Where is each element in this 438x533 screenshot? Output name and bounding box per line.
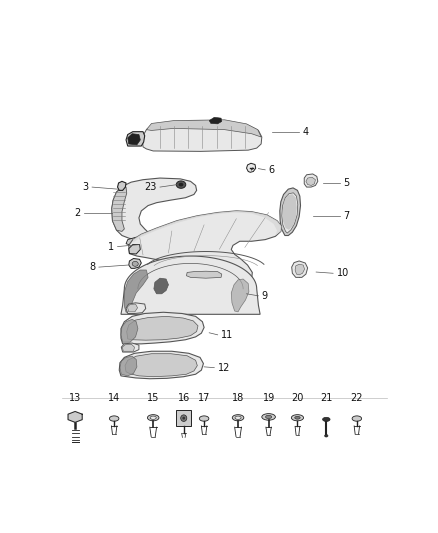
Text: 20: 20 bbox=[291, 392, 304, 402]
Ellipse shape bbox=[265, 415, 272, 418]
Polygon shape bbox=[126, 237, 140, 245]
Ellipse shape bbox=[199, 416, 209, 421]
Polygon shape bbox=[231, 279, 249, 312]
Polygon shape bbox=[129, 245, 140, 254]
Text: 8: 8 bbox=[89, 262, 95, 272]
Polygon shape bbox=[129, 211, 282, 284]
Ellipse shape bbox=[295, 416, 300, 419]
Polygon shape bbox=[187, 271, 222, 278]
Polygon shape bbox=[112, 178, 197, 240]
Polygon shape bbox=[121, 343, 139, 352]
Text: 4: 4 bbox=[303, 127, 309, 136]
Polygon shape bbox=[126, 132, 145, 146]
Ellipse shape bbox=[179, 183, 184, 187]
Polygon shape bbox=[209, 117, 222, 124]
Polygon shape bbox=[280, 188, 300, 236]
Ellipse shape bbox=[262, 414, 276, 420]
Ellipse shape bbox=[232, 415, 244, 421]
Polygon shape bbox=[120, 356, 137, 376]
Text: 10: 10 bbox=[336, 268, 349, 278]
Polygon shape bbox=[304, 174, 318, 187]
Text: 6: 6 bbox=[268, 165, 275, 175]
Polygon shape bbox=[124, 270, 148, 312]
Text: 14: 14 bbox=[108, 392, 120, 402]
Polygon shape bbox=[154, 278, 169, 294]
Text: 2: 2 bbox=[74, 207, 80, 217]
Ellipse shape bbox=[322, 417, 330, 422]
Text: 19: 19 bbox=[262, 392, 275, 402]
Polygon shape bbox=[133, 211, 282, 243]
Text: 13: 13 bbox=[69, 392, 81, 402]
Text: 23: 23 bbox=[144, 182, 156, 192]
Polygon shape bbox=[146, 120, 261, 137]
Text: 16: 16 bbox=[178, 392, 190, 402]
Ellipse shape bbox=[182, 417, 185, 419]
Polygon shape bbox=[128, 134, 140, 145]
Text: 11: 11 bbox=[221, 330, 233, 340]
Polygon shape bbox=[117, 181, 126, 190]
Text: 1: 1 bbox=[108, 241, 114, 252]
Polygon shape bbox=[68, 411, 82, 422]
Polygon shape bbox=[127, 304, 138, 312]
Ellipse shape bbox=[181, 415, 187, 422]
Ellipse shape bbox=[352, 416, 362, 421]
Ellipse shape bbox=[150, 416, 156, 419]
Text: 21: 21 bbox=[320, 392, 332, 402]
Text: 3: 3 bbox=[83, 182, 88, 192]
Polygon shape bbox=[283, 194, 297, 230]
Ellipse shape bbox=[291, 415, 304, 421]
Ellipse shape bbox=[110, 416, 119, 421]
Polygon shape bbox=[122, 344, 134, 351]
Text: 5: 5 bbox=[343, 178, 350, 188]
Text: 9: 9 bbox=[262, 291, 268, 301]
Polygon shape bbox=[126, 303, 146, 313]
Ellipse shape bbox=[325, 434, 328, 437]
Polygon shape bbox=[247, 163, 256, 172]
Polygon shape bbox=[295, 264, 304, 275]
Text: 12: 12 bbox=[218, 362, 230, 373]
Text: 7: 7 bbox=[343, 211, 350, 221]
Text: 22: 22 bbox=[350, 392, 363, 402]
FancyBboxPatch shape bbox=[176, 410, 191, 426]
Polygon shape bbox=[121, 319, 138, 342]
Polygon shape bbox=[292, 261, 307, 277]
Ellipse shape bbox=[148, 415, 159, 421]
Polygon shape bbox=[306, 177, 315, 185]
Polygon shape bbox=[121, 312, 204, 344]
Text: 18: 18 bbox=[232, 392, 244, 402]
Polygon shape bbox=[142, 120, 262, 151]
Polygon shape bbox=[125, 354, 197, 377]
Polygon shape bbox=[112, 187, 127, 231]
Text: 17: 17 bbox=[198, 392, 210, 402]
Polygon shape bbox=[129, 259, 141, 268]
Ellipse shape bbox=[235, 416, 241, 419]
Polygon shape bbox=[121, 256, 260, 314]
Polygon shape bbox=[119, 351, 203, 379]
Ellipse shape bbox=[132, 261, 138, 266]
Polygon shape bbox=[282, 193, 298, 233]
Polygon shape bbox=[127, 317, 198, 340]
Ellipse shape bbox=[176, 181, 186, 188]
Text: 15: 15 bbox=[147, 392, 159, 402]
